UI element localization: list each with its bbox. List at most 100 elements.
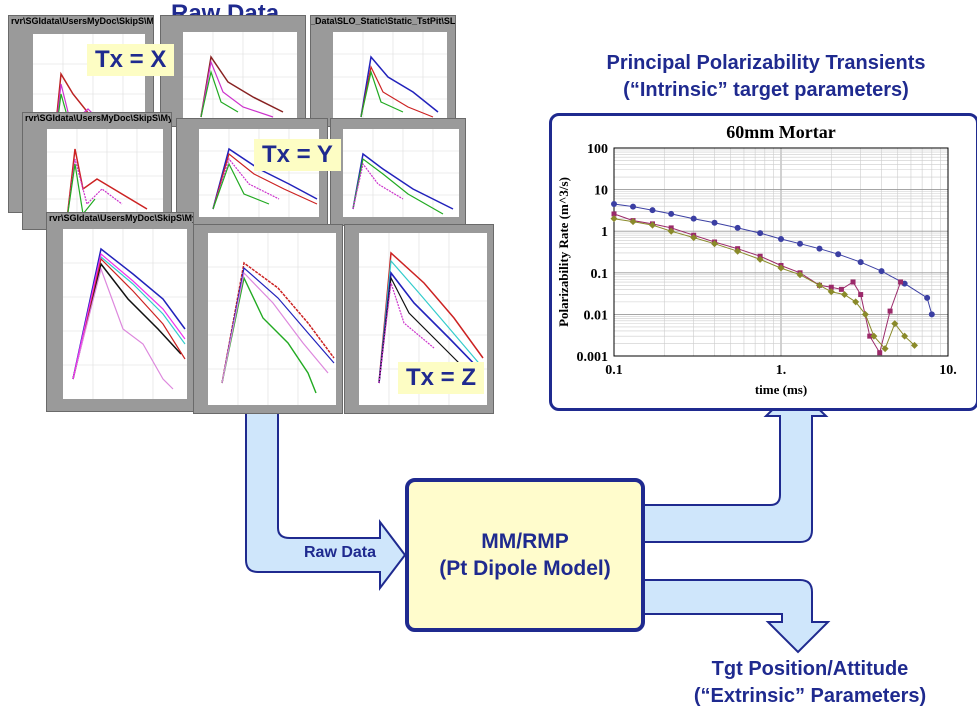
plot-area	[63, 229, 187, 399]
tx-z-label: Tx = Z	[398, 362, 485, 394]
principal-title-line2: (“Intrinsic” target parameters)	[623, 79, 909, 101]
chart-title: 60mm Mortar	[726, 122, 835, 142]
raw-panel-row2-1: rvr\SGIdata\UsersMyDoc\SkipS\My Document…	[22, 112, 172, 230]
plot-area	[343, 129, 459, 217]
series-1-point	[878, 268, 885, 275]
series-1-point	[668, 210, 675, 217]
polarizability-chart: 60mm Mortar 100 10 1 0.1 0.01 0.001 0.1 1. 10. tim…	[549, 113, 977, 411]
series-2-line	[613, 213, 902, 354]
series-3-point	[610, 215, 618, 223]
x-tick-label: 10.	[939, 363, 957, 378]
series-3-point	[891, 320, 899, 328]
extrinsic-output-line2: (“Extrinsic” Parameters)	[693, 685, 927, 707]
x-tick-label: 1.	[776, 363, 787, 378]
series-1-point	[928, 311, 935, 318]
raw-curves	[343, 129, 459, 217]
plot-area	[183, 32, 297, 122]
panel-title: rvr\SGIdata\UsersMyDoc\SkipS\My Document…	[49, 213, 194, 223]
series-3-point	[777, 264, 785, 272]
y-tick-label: 0.1	[591, 267, 609, 282]
raw-panel-row3-2	[193, 224, 343, 414]
series-3-point	[852, 298, 860, 306]
series-3-point	[815, 281, 823, 289]
y-tick-label: 100	[587, 142, 608, 157]
raw-panel-row2-2	[176, 118, 328, 226]
series-2-point	[838, 286, 844, 292]
raw-panel-row1-3: O_Data\SLO_Static\Static_TstPit\SLOSta	[310, 15, 456, 127]
extrinsic-arrow	[636, 579, 831, 654]
series-1-point	[711, 219, 718, 226]
model-box: MM/RMP (Pt Dipole Model)	[405, 478, 645, 632]
plot-area	[47, 129, 163, 223]
x-tick-label: 0.1	[605, 363, 623, 378]
series-3-point	[881, 345, 889, 353]
raw-curves	[47, 129, 163, 223]
series-1-point	[816, 245, 823, 252]
series-3-point	[648, 221, 656, 229]
principal-title: Principal Polarizability Transients (“In…	[560, 50, 972, 104]
series-3-point	[756, 255, 764, 263]
series-1-line	[613, 203, 933, 315]
series-1-point	[690, 215, 697, 222]
raw-curves	[333, 32, 447, 122]
y-tick-label: 1	[601, 225, 608, 240]
series-3-point	[734, 247, 742, 255]
series-3-point	[827, 288, 835, 296]
series-2-point	[611, 211, 617, 217]
series-2-point	[898, 279, 904, 285]
series-3-point	[901, 332, 909, 340]
series-1-point	[778, 235, 784, 242]
y-axis-label: Polarizability Rate (m^3/s)	[556, 177, 571, 327]
series-1-point	[835, 251, 842, 258]
raw-panel-row1-2	[160, 15, 306, 127]
tx-x-label: Tx = X	[87, 44, 175, 76]
series-1-point	[611, 201, 617, 208]
series-3-line	[613, 218, 915, 350]
series-3-point	[711, 240, 719, 248]
series-3-point	[840, 291, 848, 299]
series-3-point	[667, 227, 675, 235]
series-2-point	[887, 308, 893, 314]
series-2-point	[828, 284, 834, 290]
y-tick-label: 0.01	[584, 308, 609, 323]
panel-title: rvr\SGIdata\UsersMyDoc\SkipS\My Document…	[25, 113, 172, 123]
raw-curves	[359, 233, 487, 405]
series-3-point	[690, 234, 698, 242]
raw-data-arrow	[245, 409, 407, 591]
principal-title-line1: Principal Polarizability Transients	[606, 52, 926, 74]
series-2-point	[850, 279, 856, 285]
raw-data-arrow-label: Raw Data	[304, 544, 377, 561]
series-2-point	[867, 333, 873, 339]
model-box-line1: MM/RMP	[481, 530, 569, 553]
series-3-point	[796, 271, 804, 279]
plot-area	[208, 233, 336, 405]
series-1-point	[924, 294, 931, 301]
series-2-point	[858, 292, 864, 298]
series-3-point	[629, 218, 637, 226]
series-1-point	[857, 259, 864, 266]
model-box-line2: (Pt Dipole Model)	[439, 557, 611, 580]
series-2-point	[877, 350, 883, 356]
series-3-point	[870, 332, 878, 340]
raw-curves	[208, 233, 336, 405]
extrinsic-output-line1: Tgt Position/Attitude	[711, 658, 909, 680]
series-1-point	[797, 240, 804, 247]
tx-y-label: Tx = Y	[254, 139, 341, 171]
series-1-point	[757, 230, 764, 237]
series-1-point	[630, 203, 637, 210]
series-3-point	[861, 310, 869, 318]
plot-area	[333, 32, 447, 122]
plot-border	[613, 147, 949, 357]
raw-curves	[63, 229, 187, 399]
y-tick-label: 0.001	[577, 350, 609, 365]
panel-title: rvr\SGIdata\UsersMyDoc\SkipS\My	[11, 16, 154, 26]
raw-curves	[183, 32, 297, 122]
series-1-point	[734, 224, 741, 231]
panel-title: O_Data\SLO_Static\Static_TstPit\SLOSta	[310, 16, 456, 26]
y-tick-label: 10	[594, 184, 608, 199]
series-1-point	[901, 280, 908, 287]
raw-panel-row2-3	[330, 118, 466, 226]
raw-panel-row3-1: rvr\SGIdata\UsersMyDoc\SkipS\My Document…	[46, 212, 194, 412]
